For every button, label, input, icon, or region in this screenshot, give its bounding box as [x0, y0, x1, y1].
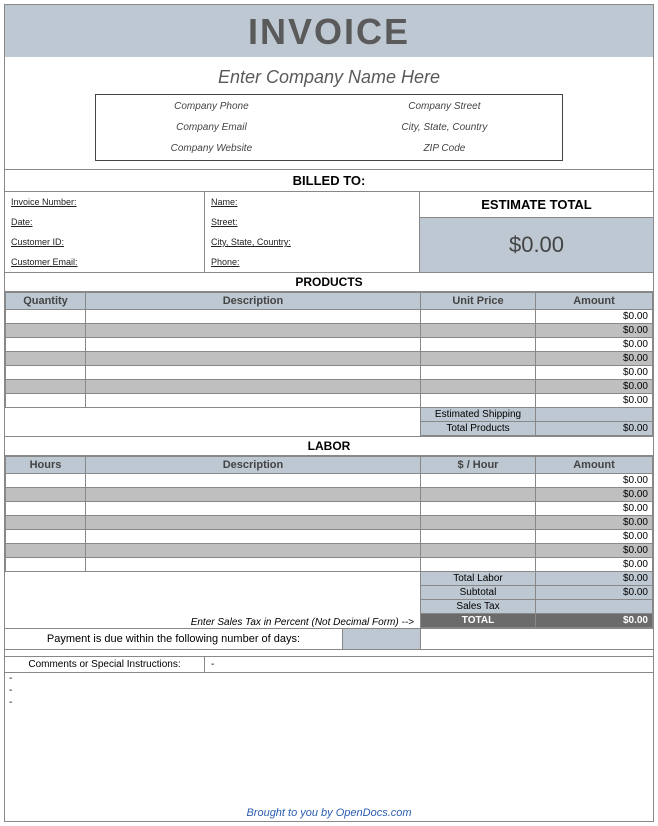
comment-line[interactable]: - [5, 673, 653, 685]
labor-header: LABOR [5, 436, 653, 456]
company-email[interactable]: Company Email [176, 122, 247, 133]
comments-block: Comments or Special Instructions: - - - … [5, 656, 653, 709]
client-phone-label[interactable]: Phone: [211, 257, 413, 267]
col-hours: Hours [6, 457, 86, 474]
invoice-fields-col: Invoice Number: Date: Customer ID: Custo… [5, 192, 205, 272]
product-row[interactable]: $0.00 [6, 310, 653, 324]
labor-row[interactable]: $0.00 [6, 502, 653, 516]
product-row[interactable]: $0.00 [6, 394, 653, 408]
customer-email-label[interactable]: Customer Email: [11, 257, 198, 267]
client-street-label[interactable]: Street: [211, 217, 413, 227]
estimate-total-label: ESTIMATE TOTAL [420, 192, 653, 218]
tax-note: Enter Sales Tax in Percent (Not Decimal … [191, 617, 414, 628]
company-city[interactable]: City, State, Country [401, 122, 487, 133]
product-row[interactable]: $0.00 [6, 380, 653, 394]
company-left-col: Company Phone Company Email Company Webs… [171, 101, 253, 154]
invoice-date-label[interactable]: Date: [11, 217, 198, 227]
company-website[interactable]: Company Website [171, 143, 253, 154]
title-bar: INVOICE [5, 5, 653, 57]
col-amount: Amount [536, 293, 653, 310]
labor-row[interactable]: $0.00 [6, 544, 653, 558]
grand-total-label: TOTAL [421, 614, 536, 628]
payment-row: Payment is due within the following numb… [5, 628, 653, 650]
invoice-title: INVOICE [5, 11, 653, 53]
billed-to-header: BILLED TO: [5, 169, 653, 192]
comments-dash[interactable]: - [205, 657, 220, 672]
col-labor-amt: Amount [536, 457, 653, 474]
subtotal-label: Subtotal [421, 586, 536, 600]
subtotal-value: $0.00 [536, 586, 653, 600]
payment-days-input[interactable] [343, 629, 421, 649]
comment-line[interactable]: - [5, 685, 653, 697]
labor-row[interactable]: $0.00 [6, 530, 653, 544]
client-fields-col: Name: Street: City, State, Country: Phon… [205, 192, 420, 272]
customer-id-label[interactable]: Customer ID: [11, 237, 198, 247]
col-description: Description [86, 293, 421, 310]
products-table: Quantity Description Unit Price Amount $… [5, 292, 653, 436]
company-street[interactable]: Company Street [408, 101, 480, 112]
client-name-label[interactable]: Name: [211, 197, 413, 207]
col-rate: $ / Hour [421, 457, 536, 474]
sales-tax-label: Sales Tax [421, 600, 536, 614]
estimate-total-value: $0.00 [420, 218, 653, 272]
payment-label: Payment is due within the following numb… [5, 629, 343, 649]
products-header: PRODUCTS [5, 273, 653, 292]
company-zip[interactable]: ZIP Code [423, 143, 465, 154]
col-labor-desc: Description [86, 457, 421, 474]
labor-row[interactable]: $0.00 [6, 488, 653, 502]
col-quantity: Quantity [6, 293, 86, 310]
comment-line[interactable]: - [5, 697, 653, 709]
shipping-label: Estimated Shipping [421, 408, 536, 422]
shipping-value[interactable] [536, 408, 653, 422]
company-right-col: Company Street City, State, Country ZIP … [401, 101, 487, 154]
total-products-label: Total Products [421, 422, 536, 436]
payment-trail [421, 629, 653, 649]
labor-row[interactable]: $0.00 [6, 558, 653, 572]
total-products-value: $0.00 [536, 422, 653, 436]
labor-row[interactable]: $0.00 [6, 516, 653, 530]
estimate-col: ESTIMATE TOTAL $0.00 [420, 192, 653, 272]
product-row[interactable]: $0.00 [6, 324, 653, 338]
invoice-number-label[interactable]: Invoice Number: [11, 197, 198, 207]
info-row: Invoice Number: Date: Customer ID: Custo… [5, 192, 653, 273]
labor-row[interactable]: $0.00 [6, 474, 653, 488]
product-row[interactable]: $0.00 [6, 338, 653, 352]
company-name-placeholder[interactable]: Enter Company Name Here [5, 57, 653, 94]
col-unit-price: Unit Price [421, 293, 536, 310]
comments-label: Comments or Special Instructions: [5, 657, 205, 672]
grand-total-value: $0.00 [536, 614, 653, 628]
company-phone[interactable]: Company Phone [174, 101, 249, 112]
product-row[interactable]: $0.00 [6, 352, 653, 366]
company-info-box: Company Phone Company Email Company Webs… [95, 94, 563, 161]
footer-credit[interactable]: Brought to you by OpenDocs.com [5, 803, 653, 821]
total-labor-label: Total Labor [421, 572, 536, 586]
labor-table: Hours Description $ / Hour Amount $0.00$… [5, 456, 653, 628]
product-row[interactable]: $0.00 [6, 366, 653, 380]
client-city-label[interactable]: City, State, Country: [211, 237, 413, 247]
sales-tax-value[interactable] [536, 600, 653, 614]
invoice-page: INVOICE Enter Company Name Here Company … [4, 4, 654, 822]
total-labor-value: $0.00 [536, 572, 653, 586]
